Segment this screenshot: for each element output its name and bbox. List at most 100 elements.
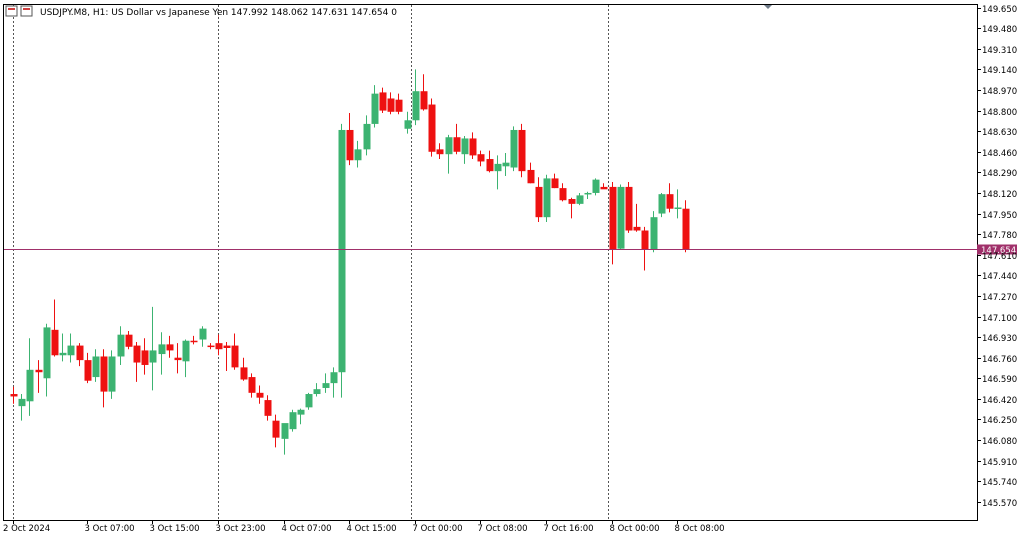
candle-body xyxy=(674,207,682,209)
candle xyxy=(59,333,67,362)
candle xyxy=(240,357,248,381)
candle xyxy=(633,203,641,232)
candle xyxy=(641,226,649,271)
candle-body xyxy=(568,199,576,204)
candle xyxy=(158,332,166,375)
y-tick-label: 146.760 xyxy=(982,355,1017,365)
candle xyxy=(43,323,51,397)
candle-body xyxy=(551,178,559,189)
candle-body xyxy=(387,98,395,112)
candle xyxy=(281,423,289,455)
scroll-marker-icon[interactable] xyxy=(764,5,772,9)
candle xyxy=(666,183,674,213)
candle-body xyxy=(182,340,190,362)
time-axis[interactable]: 2 Oct 2024 3 Oct 07:00 3 Oct 15:00 3 Oct 23… xyxy=(3,520,725,534)
candle-body xyxy=(117,334,125,357)
candle-body xyxy=(379,92,387,111)
candle-body xyxy=(559,188,567,201)
current-price-tag xyxy=(977,244,1017,255)
candle-body xyxy=(174,357,182,361)
candle-body xyxy=(338,129,346,373)
y-tick-label: 148.460 xyxy=(982,149,1017,159)
y-tick-label: 147.270 xyxy=(982,293,1017,303)
x-tick-label: 3 Oct 07:00 xyxy=(85,524,135,534)
candle-body xyxy=(141,350,149,365)
x-tick-label: 3 Oct 15:00 xyxy=(150,524,200,534)
candle-body xyxy=(584,192,592,195)
x-tick-label: 2 Oct 2024 xyxy=(3,524,50,534)
candle-body xyxy=(666,194,674,209)
y-tick-label: 145.570 xyxy=(982,499,1017,509)
candle-body xyxy=(92,356,100,378)
chart-settings-icon-frame[interactable] xyxy=(20,5,33,17)
candle xyxy=(535,177,543,223)
candle xyxy=(412,69,420,126)
candle-body xyxy=(43,327,51,379)
candle xyxy=(322,373,330,393)
symbol-info-text: USDJPY.M8, H1: US Dollar vs Japanese Yen… xyxy=(40,8,397,18)
candle-body xyxy=(494,163,502,172)
candle-body xyxy=(527,169,535,184)
x-tick-label: 4 Oct 07:00 xyxy=(282,524,332,534)
y-tick-label: 148.800 xyxy=(982,108,1017,118)
y-tick-label: 146.590 xyxy=(982,375,1017,385)
candle-body xyxy=(35,369,43,373)
candle-body xyxy=(518,129,526,172)
candle xyxy=(190,335,198,345)
candle xyxy=(207,343,215,350)
y-tick-label: 147.780 xyxy=(982,231,1017,241)
candle xyxy=(363,115,371,156)
chart-settings-icon-fill xyxy=(23,8,30,10)
candle-body xyxy=(543,178,551,218)
y-tick-label: 149.310 xyxy=(982,46,1017,56)
candle xyxy=(272,414,280,448)
x-tick-label: 8 Oct 00:00 xyxy=(610,524,660,534)
y-tick-label: 146.930 xyxy=(982,334,1017,344)
candle xyxy=(453,123,461,155)
candle xyxy=(592,178,600,196)
candle-body xyxy=(100,356,108,392)
period-separators xyxy=(13,5,609,520)
candle-body xyxy=(600,186,608,190)
candle xyxy=(141,338,149,375)
candle xyxy=(117,326,125,365)
candle-body xyxy=(149,350,157,363)
y-tick-label: 149.140 xyxy=(982,66,1017,76)
candle xyxy=(149,306,157,391)
candle-body xyxy=(305,394,313,408)
candle-body xyxy=(223,345,231,348)
x-tick-label: 7 Oct 08:00 xyxy=(478,524,528,534)
y-tick-label: 147.950 xyxy=(982,211,1017,221)
price-axis[interactable]: 149.650 149.480 149.310 149.140 148.970 148.8… xyxy=(977,5,1017,509)
candle xyxy=(92,349,100,382)
candle xyxy=(18,394,26,421)
candle-body xyxy=(453,137,461,152)
candle xyxy=(67,333,75,363)
candle xyxy=(650,211,658,253)
candle xyxy=(576,192,584,206)
candle xyxy=(248,373,256,398)
candle-body xyxy=(289,412,297,430)
candle xyxy=(674,189,682,219)
candle xyxy=(609,182,617,265)
candle-body xyxy=(592,179,600,193)
candle-body xyxy=(133,345,141,363)
candle-body xyxy=(158,344,166,355)
candle xyxy=(486,150,494,173)
candle-body xyxy=(658,194,666,214)
candle-body xyxy=(199,328,207,340)
chart-type-icon-frame[interactable] xyxy=(5,5,18,17)
candle-body xyxy=(436,149,444,155)
candle-body xyxy=(650,217,658,250)
candle xyxy=(199,326,207,347)
candle-body xyxy=(682,208,690,250)
candle xyxy=(387,92,395,115)
candle-body xyxy=(428,104,436,152)
candle xyxy=(354,140,362,168)
candle xyxy=(502,152,510,176)
y-tick-label: 147.610 xyxy=(982,252,1017,262)
candle xyxy=(215,334,223,356)
candle-body xyxy=(535,186,543,218)
